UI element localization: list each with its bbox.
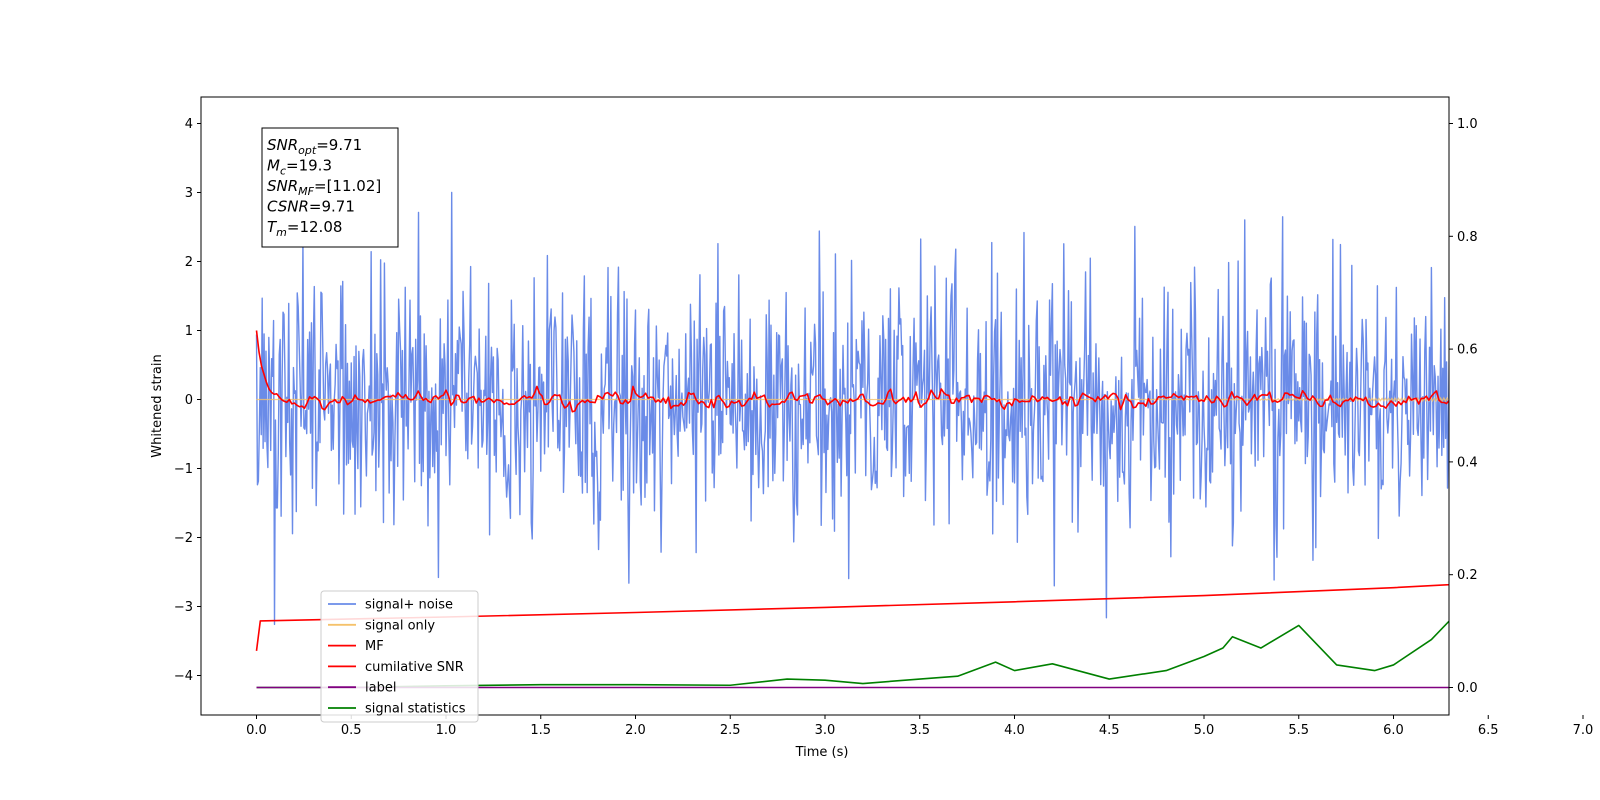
y2-tick-label: 1.0 xyxy=(1457,117,1478,132)
y-tick-label: −3 xyxy=(174,600,193,615)
y-tick-label: 0 xyxy=(185,393,193,408)
metric-text: SNRopt=9.71 xyxy=(267,136,362,157)
y-tick-label: 1 xyxy=(185,324,193,339)
y2-tick-label: 0.0 xyxy=(1457,681,1478,696)
x-tick-label: 6.5 xyxy=(1478,723,1499,738)
metric-text: SNRMF=[11.02] xyxy=(267,177,381,198)
y-tick-label: −4 xyxy=(174,669,193,684)
y2-tick-label: 0.4 xyxy=(1457,455,1478,470)
y-tick-label: −2 xyxy=(174,531,193,546)
legend-label: label xyxy=(365,681,396,696)
x-tick-label: 3.0 xyxy=(815,723,836,738)
x-tick-label: 1.5 xyxy=(530,723,551,738)
x-axis-title: Time (s) xyxy=(795,745,849,760)
legend: signal+ noise signal only MF cumilative SNR… xyxy=(320,590,479,723)
y-tick-label: 3 xyxy=(185,186,193,201)
y2-tick-label: 0.2 xyxy=(1457,568,1478,583)
metric-text: Tm=12.08 xyxy=(267,218,342,239)
metric-text: Mc=19.3 xyxy=(267,157,332,178)
y-tick-label: −1 xyxy=(174,462,193,477)
legend-label: signal statistics xyxy=(365,702,466,717)
y-axis-title: Whitened strain xyxy=(150,354,165,457)
legend-label: signal only xyxy=(365,618,435,633)
series-cumulative-snr xyxy=(255,583,1449,651)
y2-tick-label: 0.6 xyxy=(1457,343,1478,358)
x-tick-label: 2.5 xyxy=(720,723,741,738)
series-mf xyxy=(255,330,1449,413)
x-tick-label: 1.0 xyxy=(436,723,457,738)
plot-series-layer xyxy=(255,191,1449,689)
x-tick-label: 4.5 xyxy=(1099,723,1120,738)
y-tick-label: 4 xyxy=(185,117,193,132)
x-tick-label: 3.5 xyxy=(909,723,930,738)
x-tick-label: 0.0 xyxy=(246,723,267,738)
x-tick-label: 2.0 xyxy=(625,723,646,738)
legend-label: cumilative SNR xyxy=(365,660,464,675)
series-signal-plus-noise xyxy=(255,191,1449,626)
x-tick-label: 0.5 xyxy=(341,723,362,738)
y2-tick-label: 0.8 xyxy=(1457,230,1478,245)
metrics-box-frame xyxy=(261,127,399,248)
legend-frame xyxy=(320,590,479,723)
legend-label: signal+ noise xyxy=(365,598,453,613)
x-tick-label: 6.0 xyxy=(1383,723,1404,738)
x-tick-label: 4.0 xyxy=(1004,723,1025,738)
metrics-annotation-box: SNRopt=9.71Mc=19.3SNRMF=[11.02]CSNR=9.71… xyxy=(261,127,399,248)
x-tick-label: 7.0 xyxy=(1573,723,1594,738)
series-signal-statistics xyxy=(256,620,1449,689)
legend-label: MF xyxy=(365,639,384,654)
x-tick-label: 5.0 xyxy=(1194,723,1215,738)
x-tick-label: 5.5 xyxy=(1288,723,1309,738)
axes-layer: 0.0 0.5 1.0 1.5 2.0 2.5 3.0 3.5 4.0 4.5 5.0 5.5 6.0 6… xyxy=(174,117,1594,738)
metric-text: CSNR=9.71 xyxy=(267,198,355,216)
series-signal-only xyxy=(256,396,1449,403)
series-label xyxy=(256,686,1449,689)
y-tick-label: 2 xyxy=(185,255,193,270)
